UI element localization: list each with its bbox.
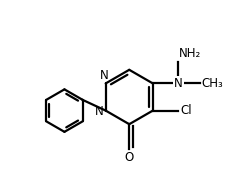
- Text: N: N: [95, 105, 104, 118]
- Text: O: O: [124, 151, 134, 164]
- Text: N: N: [174, 77, 183, 90]
- Text: CH₃: CH₃: [201, 77, 223, 90]
- Text: Cl: Cl: [180, 104, 192, 117]
- Text: N: N: [100, 69, 108, 82]
- Text: NH₂: NH₂: [179, 47, 202, 60]
